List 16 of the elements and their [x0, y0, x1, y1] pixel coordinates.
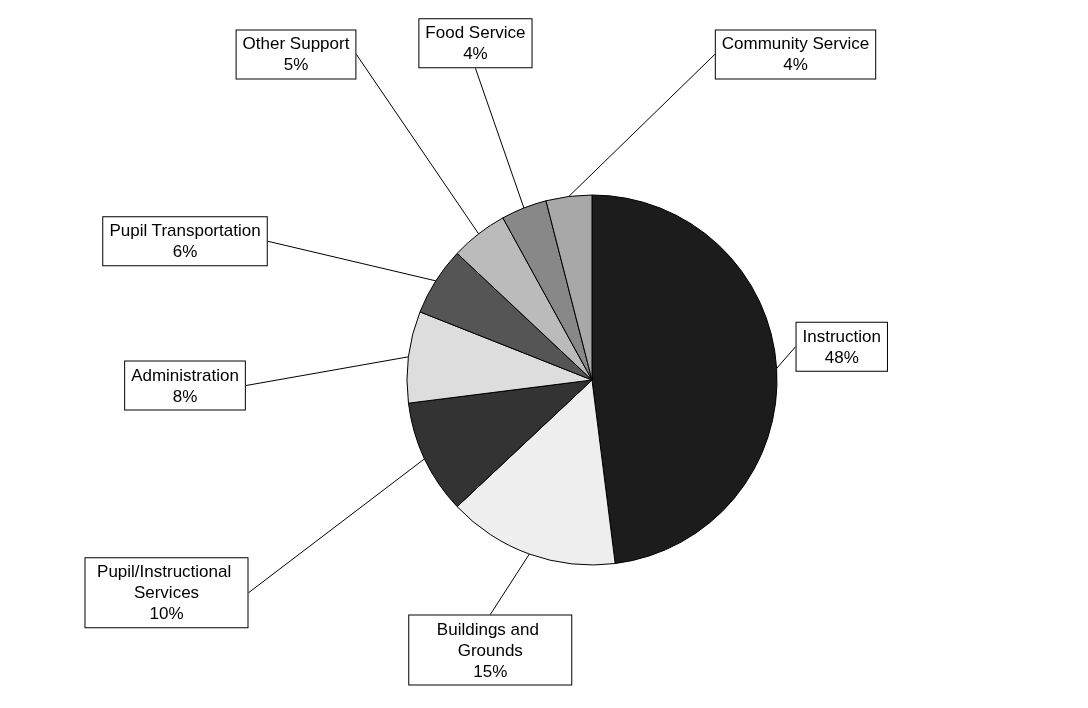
- slice-label: Pupil/Instructional Services: [97, 562, 236, 603]
- slice-label: Food Service: [425, 23, 526, 43]
- slice-label: Buildings and Grounds: [436, 619, 544, 660]
- data-label: 4%: [783, 55, 808, 75]
- slice-label: Other Support: [242, 34, 350, 54]
- slice-label: Pupil Transportation: [109, 221, 261, 241]
- slice-label: Administration: [131, 365, 239, 385]
- data-label: 8%: [172, 386, 198, 406]
- slice-label: Instruction: [802, 326, 881, 346]
- data-label: 48%: [824, 347, 859, 367]
- data-label: 4%: [463, 44, 488, 64]
- data-label: 15%: [473, 661, 508, 681]
- data-label: 10%: [149, 604, 184, 624]
- data-label: 5%: [283, 55, 309, 75]
- data-label: 6%: [172, 242, 198, 262]
- slice-label: Community Service: [721, 34, 870, 54]
